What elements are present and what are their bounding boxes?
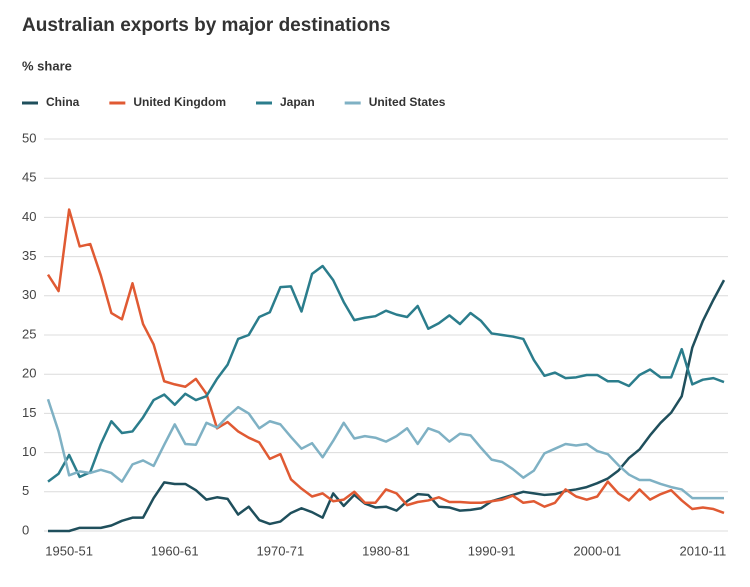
x-tick-label: 2010-11 [680,543,727,558]
x-tick-label: 1990-91 [468,543,516,558]
y-tick-label: 0 [22,522,29,537]
y-tick-label: 10 [22,444,36,459]
legend-label: Japan [280,95,315,109]
series-line [48,279,726,533]
chart-subtitle: % share [22,58,72,73]
chart-title: Australian exports by major destinations [22,15,390,36]
series-line [46,208,725,515]
x-tick-label: 2000-01 [573,543,621,558]
legend-label: China [46,95,80,109]
series-line [46,398,724,500]
y-tick-label: 35 [22,248,36,263]
y-tick-label: 15 [22,405,36,420]
y-tick-label: 30 [22,287,36,302]
y-tick-label: 45 [22,170,36,185]
x-tick-label: 1970-71 [257,543,305,558]
x-tick-label: 1960-61 [151,543,199,558]
series-line [47,264,725,483]
x-tick-label: 1980-81 [362,543,410,558]
y-tick-label: 20 [22,366,36,381]
y-tick-label: 25 [22,326,36,341]
y-tick-label: 40 [22,209,36,224]
legend-label: United States [369,95,446,109]
y-tick-label: 5 [22,483,29,498]
y-tick-label: 50 [22,130,36,145]
legend-label: United Kingdom [133,95,226,109]
x-tick-label: 1950-51 [45,543,93,558]
